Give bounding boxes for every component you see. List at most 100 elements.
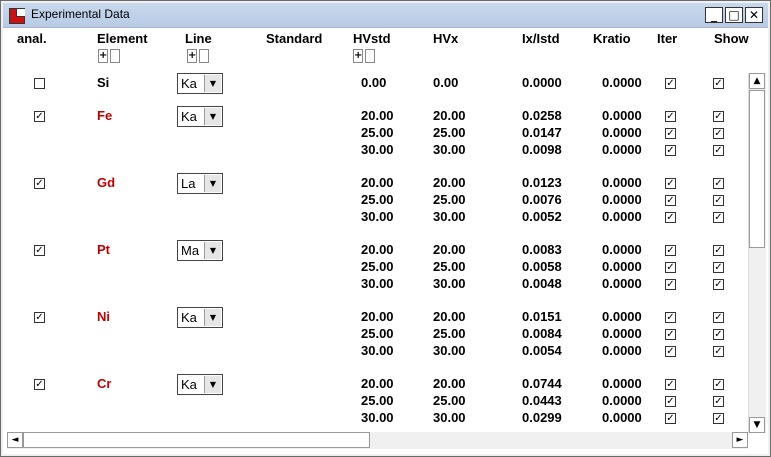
cell-hvx: 20.00 — [433, 242, 466, 257]
show-checkbox[interactable]: ✓ — [713, 279, 724, 290]
chevron-down-icon[interactable]: ▼ — [204, 75, 221, 92]
iter-checkbox[interactable]: ✓ — [665, 329, 676, 340]
horizontal-scroll-thumb[interactable] — [23, 432, 370, 448]
line-select[interactable]: Ka ▼ — [177, 374, 223, 395]
show-checkbox[interactable]: ✓ — [713, 78, 724, 89]
show-checkbox[interactable]: ✓ — [713, 111, 724, 122]
iter-checkbox[interactable]: ✓ — [665, 413, 676, 424]
cell-hvstd: 30.00 — [361, 343, 394, 358]
show-checkbox[interactable]: ✓ — [713, 212, 724, 223]
header-anal: anal. — [17, 31, 47, 46]
show-checkbox[interactable]: ✓ — [713, 195, 724, 206]
iter-checkbox[interactable]: ✓ — [665, 145, 676, 156]
show-checkbox[interactable]: ✓ — [713, 396, 724, 407]
table-row: 25.00 25.00 0.0084 0.0000 ✓ ✓ — [3, 326, 748, 343]
analyze-checkbox[interactable]: ✓ — [34, 111, 45, 122]
analyze-checkbox[interactable] — [34, 78, 45, 89]
scroll-up-arrow-icon[interactable]: ▲ — [749, 73, 765, 89]
hvstd-add-button[interactable]: + — [353, 49, 363, 63]
show-checkbox[interactable]: ✓ — [713, 128, 724, 139]
chevron-down-icon[interactable]: ▼ — [204, 376, 221, 393]
iter-checkbox[interactable]: ✓ — [665, 245, 676, 256]
vertical-scroll-thumb[interactable] — [749, 90, 765, 248]
show-checkbox[interactable]: ✓ — [713, 178, 724, 189]
window-title: Experimental Data — [31, 7, 130, 21]
line-add-button[interactable]: + — [187, 49, 197, 63]
show-checkbox[interactable]: ✓ — [713, 329, 724, 340]
iter-checkbox[interactable]: ✓ — [665, 212, 676, 223]
cell-ratio: 0.0000 — [522, 75, 562, 90]
analyze-checkbox[interactable]: ✓ — [34, 312, 45, 323]
show-checkbox[interactable]: ✓ — [713, 312, 724, 323]
chevron-down-icon[interactable]: ▼ — [204, 175, 221, 192]
iter-checkbox[interactable]: ✓ — [665, 128, 676, 139]
cell-ratio: 0.0076 — [522, 192, 562, 207]
hvstd-option-button[interactable] — [365, 49, 375, 63]
cell-hvstd: 25.00 — [361, 125, 394, 140]
iter-checkbox[interactable]: ✓ — [665, 346, 676, 357]
show-checkbox[interactable]: ✓ — [713, 145, 724, 156]
show-checkbox[interactable]: ✓ — [713, 379, 724, 390]
cell-hvstd: 0.00 — [361, 75, 387, 90]
iter-checkbox[interactable]: ✓ — [665, 111, 676, 122]
element-option-button[interactable] — [110, 49, 120, 63]
iter-checkbox[interactable]: ✓ — [665, 396, 676, 407]
cell-hvx: 20.00 — [433, 376, 466, 391]
minimize-button[interactable]: _ — [705, 7, 723, 23]
line-select[interactable]: Ka ▼ — [177, 106, 223, 127]
element-add-button[interactable]: + — [98, 49, 108, 63]
iter-checkbox[interactable]: ✓ — [665, 195, 676, 206]
cell-hvx: 25.00 — [433, 393, 466, 408]
table-row: 30.00 30.00 0.0054 0.0000 ✓ ✓ — [3, 343, 748, 360]
table-row: 20.00 20.00 0.0744 0.0000 ✓ ✓ — [3, 376, 748, 393]
vertical-scrollbar[interactable]: ▲ ▼ — [748, 73, 766, 433]
element-symbol: Gd — [97, 175, 116, 190]
cell-kratio: 0.0000 — [602, 376, 642, 391]
show-checkbox[interactable]: ✓ — [713, 413, 724, 424]
maximize-button[interactable]: □ — [725, 7, 743, 23]
cell-hvstd: 30.00 — [361, 410, 394, 425]
chevron-down-icon[interactable]: ▼ — [204, 108, 221, 125]
header-hvstd: HVstd — [353, 31, 391, 46]
close-button[interactable]: ✕ — [745, 7, 763, 23]
table-row: 20.00 20.00 0.0123 0.0000 ✓ ✓ — [3, 175, 748, 192]
cell-ratio: 0.0258 — [522, 108, 562, 123]
line-select[interactable]: Ma ▼ — [177, 240, 223, 261]
line-select[interactable]: La ▼ — [177, 173, 223, 194]
line-select[interactable]: Ka ▼ — [177, 73, 223, 94]
line-select[interactable]: Ka ▼ — [177, 307, 223, 328]
analyze-checkbox[interactable]: ✓ — [34, 379, 45, 390]
cell-hvstd: 30.00 — [361, 276, 394, 291]
table-row: 25.00 25.00 0.0058 0.0000 ✓ ✓ — [3, 259, 748, 276]
analyze-checkbox[interactable]: ✓ — [34, 245, 45, 256]
scroll-left-arrow-icon[interactable]: ◄ — [7, 432, 23, 448]
iter-checkbox[interactable]: ✓ — [665, 262, 676, 273]
table-row: 20.00 20.00 0.0258 0.0000 ✓ ✓ — [3, 108, 748, 125]
cell-ratio: 0.0299 — [522, 410, 562, 425]
iter-checkbox[interactable]: ✓ — [665, 78, 676, 89]
cell-hvx: 30.00 — [433, 276, 466, 291]
header-iter: Iter — [657, 31, 678, 46]
scroll-right-arrow-icon[interactable]: ► — [732, 432, 748, 448]
scroll-down-arrow-icon[interactable]: ▼ — [749, 417, 765, 433]
title-bar[interactable]: Experimental Data _ □ ✕ — [3, 3, 768, 28]
cell-kratio: 0.0000 — [602, 242, 642, 257]
show-checkbox[interactable]: ✓ — [713, 262, 724, 273]
cell-ratio: 0.0744 — [522, 376, 562, 391]
show-checkbox[interactable]: ✓ — [713, 245, 724, 256]
table-row: 30.00 30.00 0.0299 0.0000 ✓ ✓ — [3, 410, 748, 427]
chevron-down-icon[interactable]: ▼ — [204, 242, 221, 259]
line-option-button[interactable] — [199, 49, 209, 63]
analyze-checkbox[interactable]: ✓ — [34, 178, 45, 189]
show-checkbox[interactable]: ✓ — [713, 346, 724, 357]
horizontal-scrollbar[interactable]: ◄ ► — [7, 432, 748, 449]
iter-checkbox[interactable]: ✓ — [665, 312, 676, 323]
chevron-down-icon[interactable]: ▼ — [204, 309, 221, 326]
iter-checkbox[interactable]: ✓ — [665, 379, 676, 390]
cell-kratio: 0.0000 — [602, 192, 642, 207]
cell-kratio: 0.0000 — [602, 75, 642, 90]
iter-checkbox[interactable]: ✓ — [665, 178, 676, 189]
cell-hvx: 30.00 — [433, 343, 466, 358]
iter-checkbox[interactable]: ✓ — [665, 279, 676, 290]
header-hvx: HVx — [433, 31, 459, 46]
